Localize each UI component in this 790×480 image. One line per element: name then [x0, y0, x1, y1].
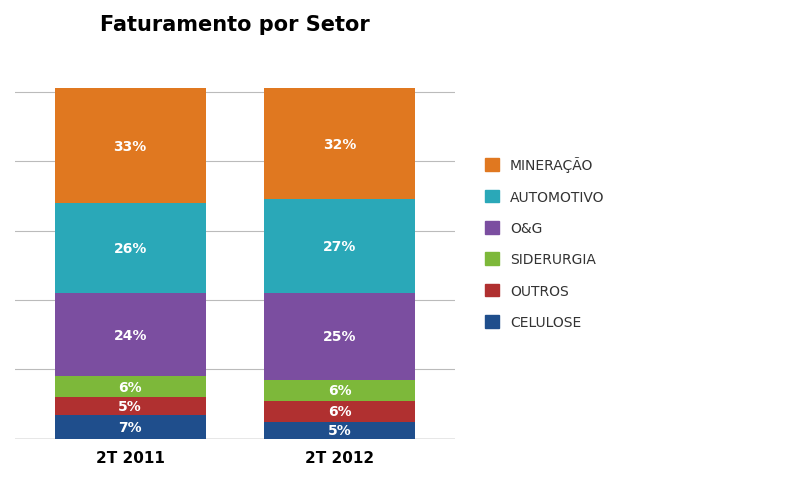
Text: 24%: 24%	[114, 328, 147, 342]
Title: Faturamento por Setor: Faturamento por Setor	[100, 15, 370, 35]
Text: 26%: 26%	[114, 241, 147, 255]
Text: 32%: 32%	[323, 138, 356, 152]
Text: 6%: 6%	[118, 380, 142, 394]
Text: 6%: 6%	[328, 404, 352, 418]
Text: 6%: 6%	[328, 384, 352, 397]
Bar	[55, 415, 205, 439]
Text: 7%: 7%	[118, 420, 142, 434]
Text: 27%: 27%	[323, 240, 356, 254]
Bar	[55, 377, 205, 397]
Text: 25%: 25%	[323, 330, 356, 344]
Text: 5%: 5%	[118, 399, 142, 413]
Bar	[55, 204, 205, 293]
Bar	[265, 89, 416, 200]
Bar	[55, 397, 205, 415]
Legend: MINERAÇÃO, AUTOMOTIVO, O&G, SIDERURGIA, OUTROS, CELULOSE: MINERAÇÃO, AUTOMOTIVO, O&G, SIDERURGIA, …	[480, 152, 610, 335]
Bar	[55, 89, 205, 204]
Bar	[265, 380, 416, 401]
Bar	[265, 421, 416, 439]
Bar	[265, 293, 416, 380]
Bar	[55, 293, 205, 377]
Bar	[265, 401, 416, 421]
Text: 5%: 5%	[328, 423, 352, 437]
Text: 33%: 33%	[114, 139, 147, 153]
Bar	[265, 200, 416, 293]
